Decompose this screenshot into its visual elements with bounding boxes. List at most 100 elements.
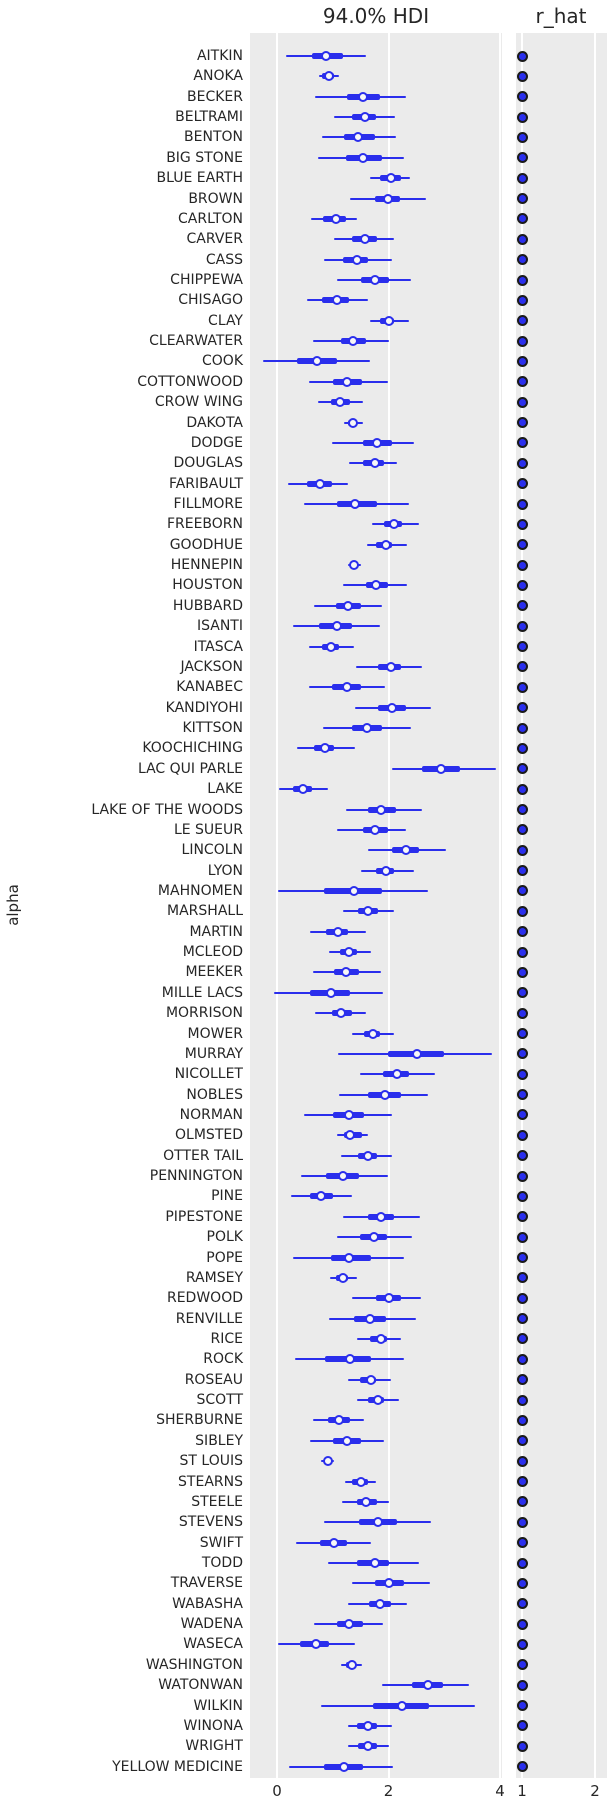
median-marker <box>341 1435 352 1446</box>
median-marker <box>362 1150 373 1161</box>
rhat-dot <box>516 966 528 978</box>
row-label: MORRISON <box>165 1005 243 1022</box>
median-marker <box>325 987 336 998</box>
row-label: SCOTT <box>196 1392 243 1409</box>
rhat-dot <box>516 1394 528 1406</box>
median-marker <box>365 1374 376 1385</box>
row-label: WILKIN <box>193 1697 243 1714</box>
rhat-dot <box>516 722 528 734</box>
rhat-dot <box>516 233 528 245</box>
median-marker <box>369 458 380 469</box>
row-label: WRIGHT <box>185 1738 243 1755</box>
row-label: ISANTI <box>196 618 243 635</box>
row-label: KANABEC <box>176 679 243 696</box>
median-marker <box>374 1598 385 1609</box>
row-label: HUBBARD <box>172 597 243 614</box>
median-marker <box>343 600 354 611</box>
row-label: AITKIN <box>196 48 243 64</box>
rhat-dot <box>516 1211 528 1223</box>
row-label: SIBLEY <box>195 1432 243 1449</box>
rhat-dot <box>516 91 528 103</box>
row-label: LINCOLN <box>181 842 243 859</box>
median-marker <box>384 315 395 326</box>
median-marker <box>321 51 332 61</box>
row-label: NOBLES <box>186 1086 243 1103</box>
rhat-axis-tick-label: 2 <box>590 1782 600 1800</box>
rhat-dot <box>516 1333 528 1345</box>
hdi-axis-tick-label: 0 <box>272 1782 282 1800</box>
row-label: PENNINGTON <box>149 1168 243 1185</box>
hdi-gridline <box>387 33 390 1778</box>
median-marker <box>344 1619 355 1630</box>
median-marker <box>372 437 383 448</box>
rhat-dot <box>516 844 528 856</box>
row-label: BLUE EARTH <box>156 170 243 187</box>
rhat-dot <box>516 1048 528 1060</box>
median-marker <box>362 723 373 734</box>
row-label: TRAVERSE <box>170 1575 243 1592</box>
rhat-dot <box>516 1435 528 1447</box>
rhat-dot <box>516 254 528 266</box>
rhat-dot <box>516 1353 528 1365</box>
row-label: ST LOUIS <box>179 1453 243 1470</box>
rhat-dot <box>516 539 528 551</box>
rhat-dot <box>516 620 528 632</box>
median-marker <box>323 71 334 82</box>
median-marker <box>376 1211 387 1222</box>
row-label: CHISAGO <box>178 292 243 309</box>
rhat-dot <box>516 1496 528 1508</box>
median-marker <box>356 1476 367 1487</box>
rhat-dot <box>516 1068 528 1080</box>
median-marker <box>341 376 352 387</box>
rhat-dot <box>516 70 528 82</box>
median-marker <box>348 336 359 347</box>
median-marker <box>364 1313 375 1324</box>
row-label: NICOLLET <box>174 1066 243 1083</box>
rhat-dot <box>516 1089 528 1101</box>
rhat-dot <box>516 111 528 123</box>
row-label: ROSEAU <box>184 1371 243 1388</box>
rhat-dot <box>516 376 528 388</box>
rhat-gridline <box>594 33 596 1778</box>
row-label: CROW WING <box>154 394 243 411</box>
median-marker <box>387 702 398 713</box>
hdi-gridline <box>276 33 278 1778</box>
row-label: RENVILLE <box>175 1310 243 1327</box>
rhat-dot <box>516 1028 528 1040</box>
row-label: HENNEPIN <box>170 557 243 574</box>
rhat-dot <box>516 1761 528 1773</box>
rhat-dot <box>516 518 528 530</box>
rhat-dot <box>516 131 528 143</box>
row-label: POLK <box>206 1229 243 1246</box>
rhat-dot <box>516 50 528 62</box>
rhat-axis-tick-label: 1 <box>517 1782 527 1800</box>
median-marker <box>333 1415 344 1426</box>
hdi-axis-tick-label: 2 <box>383 1782 394 1800</box>
row-label: MARTIN <box>189 923 243 940</box>
row-label: BROWN <box>188 190 243 207</box>
median-marker <box>363 1720 374 1731</box>
rhat-dot <box>516 498 528 510</box>
rhat-dot <box>516 1720 528 1732</box>
median-marker <box>400 845 411 856</box>
median-marker <box>347 417 358 428</box>
rhat-dot <box>516 702 528 714</box>
rhat-dot <box>516 274 528 286</box>
row-label: CARVER <box>186 231 243 248</box>
median-marker <box>370 275 381 285</box>
median-marker <box>360 112 371 123</box>
rhat-dot <box>516 1272 528 1284</box>
median-marker <box>380 539 391 550</box>
median-marker <box>347 1659 358 1670</box>
rhat-dot <box>516 172 528 184</box>
row-label: OLMSTED <box>175 1127 243 1144</box>
rhat-dot <box>516 1374 528 1386</box>
rhat-dot <box>516 1476 528 1488</box>
rhat-dot <box>516 783 528 795</box>
median-marker <box>322 1456 333 1467</box>
rhat-dot <box>516 1414 528 1426</box>
row-label: LE SUEUR <box>173 821 243 838</box>
median-marker <box>338 1272 349 1283</box>
rhat-dot <box>516 865 528 877</box>
median-marker <box>351 254 362 265</box>
